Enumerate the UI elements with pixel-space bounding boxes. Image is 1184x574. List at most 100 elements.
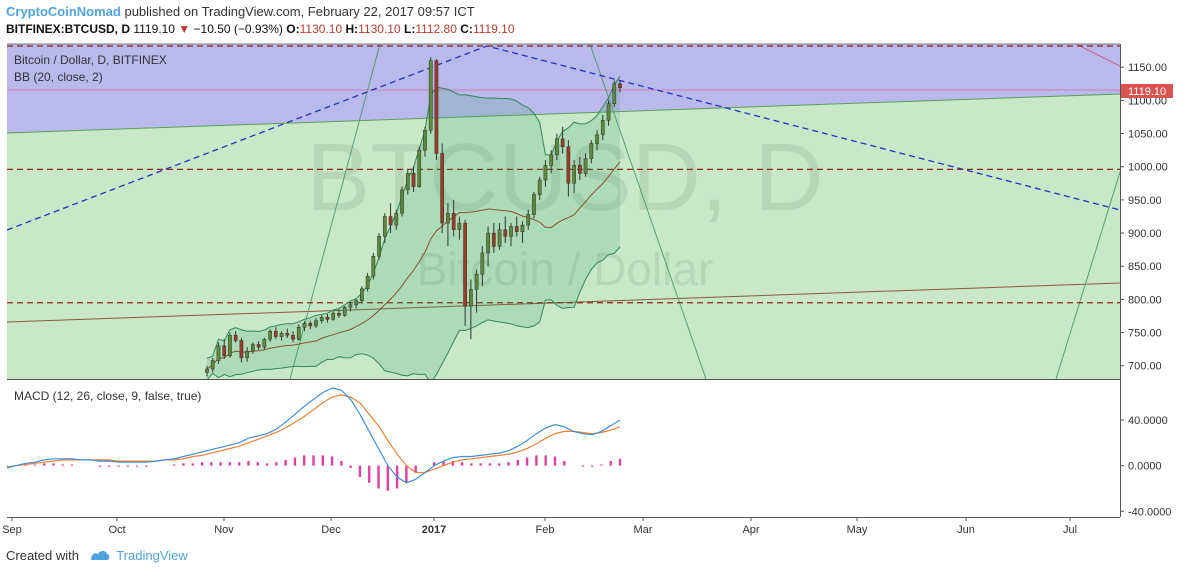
candle (446, 203, 450, 247)
candle-body (486, 232, 490, 254)
candle-body (302, 323, 307, 328)
candle-body (285, 332, 290, 336)
tradingview-logo-icon[interactable] (89, 548, 115, 563)
candle-body (417, 149, 422, 187)
candle (480, 246, 485, 287)
candle-body (463, 222, 467, 307)
candle (256, 341, 261, 350)
candle (595, 130, 599, 151)
candle (239, 337, 244, 363)
candle-body (377, 236, 381, 257)
candle-body (514, 226, 519, 232)
candle (319, 315, 324, 324)
candle (612, 80, 617, 108)
candle-body (497, 229, 502, 247)
candle-body (537, 179, 542, 195)
candle (279, 331, 284, 341)
candle-body (210, 360, 215, 370)
candle (589, 140, 594, 164)
symbol-label: BITFINEX:BTCUSD, D (6, 22, 130, 36)
candle (205, 365, 209, 377)
close-label: C: (460, 22, 473, 36)
candle (210, 357, 215, 373)
candle (262, 337, 267, 350)
time-axis[interactable]: Sep Oct Nov Dec 2017 Feb Mar Apr May Jun Jul (2, 517, 1077, 536)
candle-body (325, 317, 330, 320)
open-value: 1130.10 (299, 22, 343, 36)
candle (314, 317, 318, 328)
candle-body (216, 345, 221, 361)
macd-tick-label: 40.0000 (1128, 415, 1168, 427)
candle-body (606, 103, 611, 121)
candle (354, 299, 358, 309)
macd-tick-label: -40.0000 (1128, 506, 1171, 518)
macd-axis[interactable]: 40.0000 0.0000 -40.0000 (1120, 415, 1171, 518)
candle-body (291, 334, 295, 340)
candle (520, 221, 525, 244)
candle-body (474, 273, 479, 290)
macd-title[interactable]: MACD (12, 26, close, 9, false, true) (14, 389, 201, 403)
candle-body (273, 330, 278, 337)
candle-body (405, 173, 410, 191)
time-tick-label: Feb (536, 524, 555, 536)
candle-body (526, 214, 531, 226)
candle-body (509, 226, 513, 237)
macd-tick-label: 0.0000 (1128, 461, 1162, 473)
candle (331, 311, 336, 321)
candle (600, 114, 605, 141)
candle-body (480, 252, 485, 275)
time-tick-label: Jun (957, 524, 975, 536)
price-tick-label: 1050.00 (1128, 129, 1168, 141)
author-link[interactable]: CryptoCoinNomad (6, 4, 121, 19)
candle (537, 176, 542, 200)
candle (365, 272, 370, 292)
candle (325, 313, 330, 323)
tradingview-brand[interactable]: TradingView (116, 548, 188, 563)
candle-body (268, 330, 272, 340)
price-tick-label: 1100.00 (1128, 95, 1167, 107)
candle (509, 223, 513, 247)
candle (382, 213, 387, 244)
candle (618, 80, 622, 93)
candle (497, 223, 502, 250)
candle (394, 209, 399, 230)
time-tick-label: Mar (634, 524, 653, 536)
time-tick-label: Oct (108, 524, 125, 536)
candle (302, 321, 307, 332)
bb-fill (207, 76, 620, 379)
candle-body (411, 173, 416, 187)
last-price-marker: 1119.10 (1121, 84, 1173, 98)
candle-body (618, 83, 622, 89)
change-arrow-icon: ▼ (178, 22, 191, 36)
candle-body (394, 212, 399, 226)
candle (233, 331, 238, 343)
candle-body (308, 323, 313, 327)
candle (417, 146, 422, 188)
candle-body (371, 256, 376, 277)
candle-body (543, 165, 548, 181)
candle (222, 339, 227, 360)
price-axis[interactable]: 1150.00 1100.00 1050.00 1000.00 950.00 900.00… (1120, 62, 1168, 373)
candle (577, 156, 582, 180)
candle-body (566, 146, 571, 184)
time-tick-label: Jul (1063, 524, 1077, 536)
macd-pane (7, 380, 1120, 517)
bb-basis (206, 161, 621, 370)
candlesticks (205, 57, 622, 377)
candle-body (549, 154, 554, 166)
candle (543, 160, 548, 187)
candle-body (451, 212, 456, 230)
candle (503, 216, 508, 244)
candle (423, 126, 427, 157)
candle-body (491, 232, 496, 247)
candle-body (262, 338, 267, 348)
candle (371, 252, 376, 280)
bb-indicator-label[interactable]: BB (20, close, 2) (14, 70, 103, 84)
candle-body (428, 60, 433, 131)
candle-body (583, 158, 588, 174)
candle (440, 143, 445, 234)
candle (268, 329, 272, 342)
candle (514, 216, 519, 237)
candle-body (348, 304, 353, 308)
